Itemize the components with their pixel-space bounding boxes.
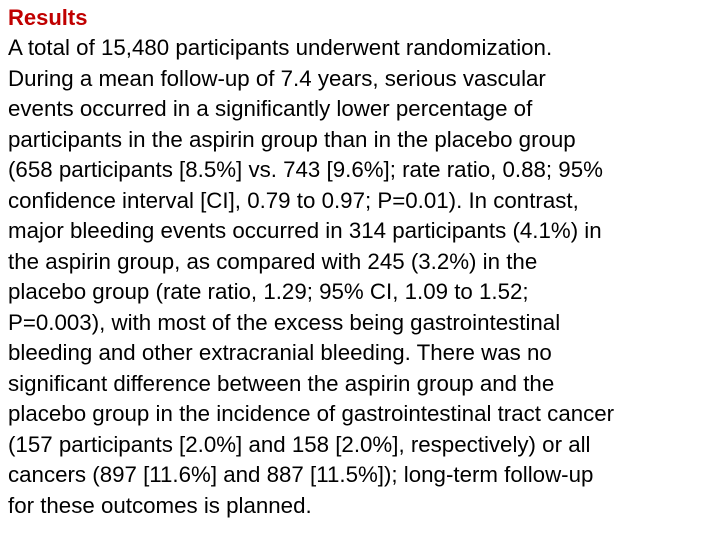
section-heading: Results <box>8 5 88 30</box>
paragraph-line: placebo group (rate ratio, 1.29; 95% CI,… <box>8 279 529 304</box>
paragraph-line: major bleeding events occurred in 314 pa… <box>8 218 602 243</box>
paragraph-line: A total of 15,480 participants underwent… <box>8 35 553 60</box>
paragraph-line: participants in the aspirin group than i… <box>8 126 576 152</box>
paragraph-line: P=0.003), with most of the excess being … <box>8 309 561 335</box>
paragraph-line: (658 participants [8.5%] vs. 743 [9.6%];… <box>8 157 603 182</box>
paragraph-line: bleeding and other extracranial bleeding… <box>8 340 552 365</box>
paragraph-line: the aspirin group, as compared with 245 … <box>8 248 538 274</box>
results-paragraph: A total of 15,480 participants underwent… <box>8 33 718 521</box>
paragraph-line: During a mean follow-up of 7.4 years, se… <box>8 65 546 91</box>
paragraph-line: significant difference between the aspir… <box>8 370 555 396</box>
paragraph-line: for these outcomes is planned. <box>8 492 312 518</box>
paragraph-line: confidence interval [CI], 0.79 to 0.97; … <box>8 187 579 213</box>
paragraph-line: (157 participants [2.0%] and 158 [2.0%],… <box>8 431 591 457</box>
paragraph-line: cancers (897 [11.6%] and 887 [11.5%]); l… <box>8 462 594 487</box>
paragraph-line: events occurred in a significantly lower… <box>8 96 533 121</box>
paragraph-line: placebo group in the incidence of gastro… <box>8 401 615 426</box>
